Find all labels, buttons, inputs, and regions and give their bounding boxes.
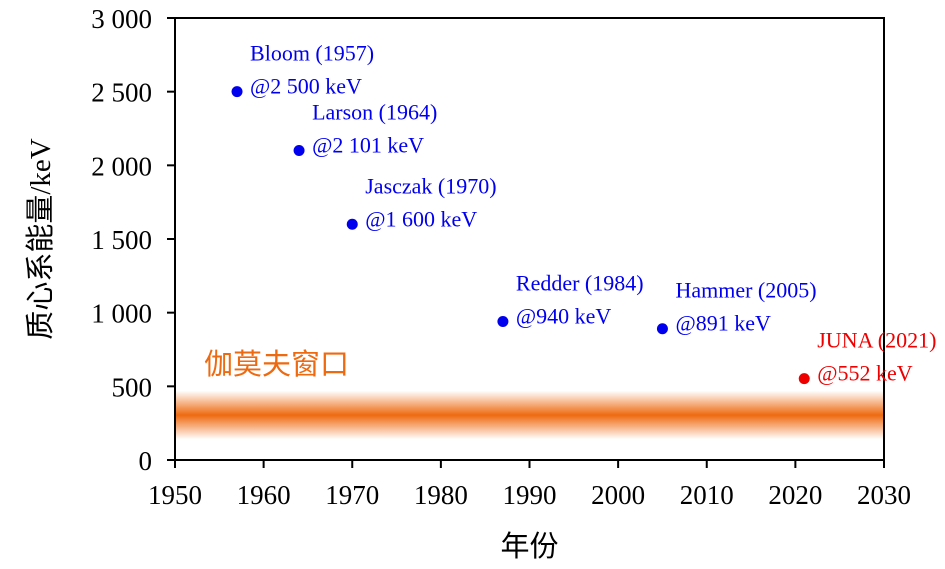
point-label-energy: @2 500 keV xyxy=(250,74,362,99)
point-label-energy: @2 101 keV xyxy=(312,132,424,157)
point-label-energy: @940 keV xyxy=(516,304,612,329)
point-label-name: Bloom (1957) xyxy=(250,41,374,66)
y-tick-label: 2 500 xyxy=(91,78,152,108)
point-label-energy: @891 keV xyxy=(675,311,771,336)
y-tick-label: 1 500 xyxy=(91,225,152,255)
data-point xyxy=(346,218,358,230)
point-label-name: Redder (1984) xyxy=(516,271,644,296)
y-tick-label: 2 000 xyxy=(91,151,152,181)
gamow-window-band xyxy=(176,390,883,440)
point-label-name: Jasczak (1970) xyxy=(365,173,496,198)
x-tick-label: 2020 xyxy=(768,480,822,510)
x-tick-label: 1950 xyxy=(148,480,202,510)
x-tick-label: 1970 xyxy=(325,480,379,510)
data-point xyxy=(798,373,810,385)
x-axis: 1950 1960 1970 1980 1990 2000 2010 2020 2030 xyxy=(148,460,911,510)
x-tick-label: 2000 xyxy=(591,480,645,510)
x-tick-label: 1980 xyxy=(414,480,468,510)
y-tick-label: 1 000 xyxy=(91,299,152,329)
y-tick-label: 0 xyxy=(139,446,153,476)
gamow-window-band-layer: 伽莫夫窗口 xyxy=(176,347,883,440)
y-axis: 0 500 1 000 1 500 2 000 2 500 3 000 xyxy=(91,4,175,476)
point-label-name: Hammer (2005) xyxy=(675,278,816,303)
gamow-window-label: 伽莫夫窗口 xyxy=(204,347,349,381)
point-label-name: JUNA (2021) xyxy=(817,328,936,353)
y-tick-label: 500 xyxy=(112,372,153,402)
data-point xyxy=(497,316,509,328)
data-point xyxy=(656,323,668,335)
y-axis-title: 质心系能量/keV xyxy=(24,138,57,339)
data-point xyxy=(293,144,305,156)
point-label-name: Larson (1964) xyxy=(312,99,437,124)
x-tick-label: 2030 xyxy=(857,480,911,510)
point-label-energy: @552 keV xyxy=(817,361,913,386)
x-tick-label: 1960 xyxy=(237,480,291,510)
point-label-energy: @1 600 keV xyxy=(365,206,477,231)
y-tick-label: 3 000 xyxy=(91,4,152,34)
data-point xyxy=(231,86,243,98)
x-axis-title: 年份 xyxy=(500,530,558,563)
x-tick-label: 1990 xyxy=(503,480,557,510)
x-tick-label: 2010 xyxy=(680,480,734,510)
